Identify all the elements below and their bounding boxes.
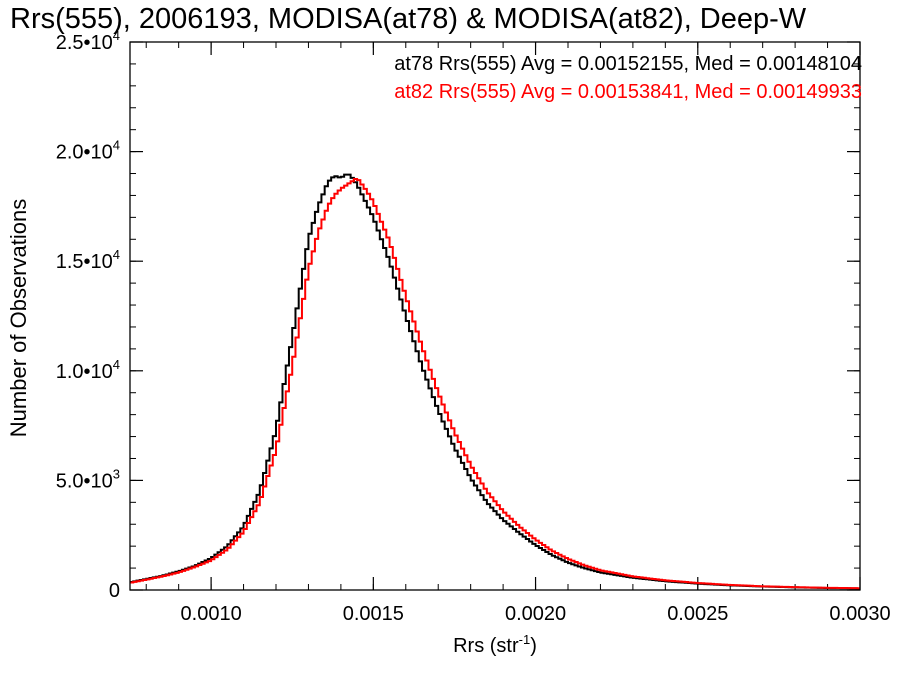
series-group: [130, 173, 860, 590]
series-line-at82: [130, 178, 860, 590]
legend-entry-at82: at82 Rrs(555) Avg = 0.00153841, Med = 0.…: [394, 81, 862, 103]
x-tick-label: 0.0025: [667, 603, 728, 625]
x-tick-label: 0.0015: [343, 603, 404, 625]
y-tick-label: 0: [109, 580, 120, 602]
x-tick-label: 0.0030: [829, 603, 890, 625]
y-axis-label-group: Number of Observations: [6, 199, 31, 437]
series-line-at78: [130, 173, 860, 590]
plot-frame: [129, 41, 861, 591]
axis-ticks: 0.0010 0.0015 0.0020 0.0025 0.0030 0 5.0•103 1.…: [56, 28, 891, 625]
y-tick-label: 2.0•104: [56, 138, 120, 164]
y-axis-label: Number of Observations: [6, 199, 31, 437]
x-axis-label: Rrs (str-1): [453, 632, 537, 657]
x-tick-label: 0.0010: [181, 603, 242, 625]
chart-title: Rrs(555), 2006193, MODISA(at78) & MODISA…: [10, 3, 807, 35]
y-tick-label: 5.0•103: [56, 466, 120, 492]
y-tick-label: 1.0•104: [56, 357, 120, 383]
y-tick-label: 2.5•104: [56, 28, 120, 54]
legend: at78 Rrs(555) Avg = 0.00152155, Med = 0.…: [394, 53, 862, 103]
y-tick-label: 1.5•104: [56, 247, 120, 273]
legend-entry-at78: at78 Rrs(555) Avg = 0.00152155, Med = 0.…: [394, 53, 862, 75]
x-tick-label: 0.0020: [505, 603, 566, 625]
